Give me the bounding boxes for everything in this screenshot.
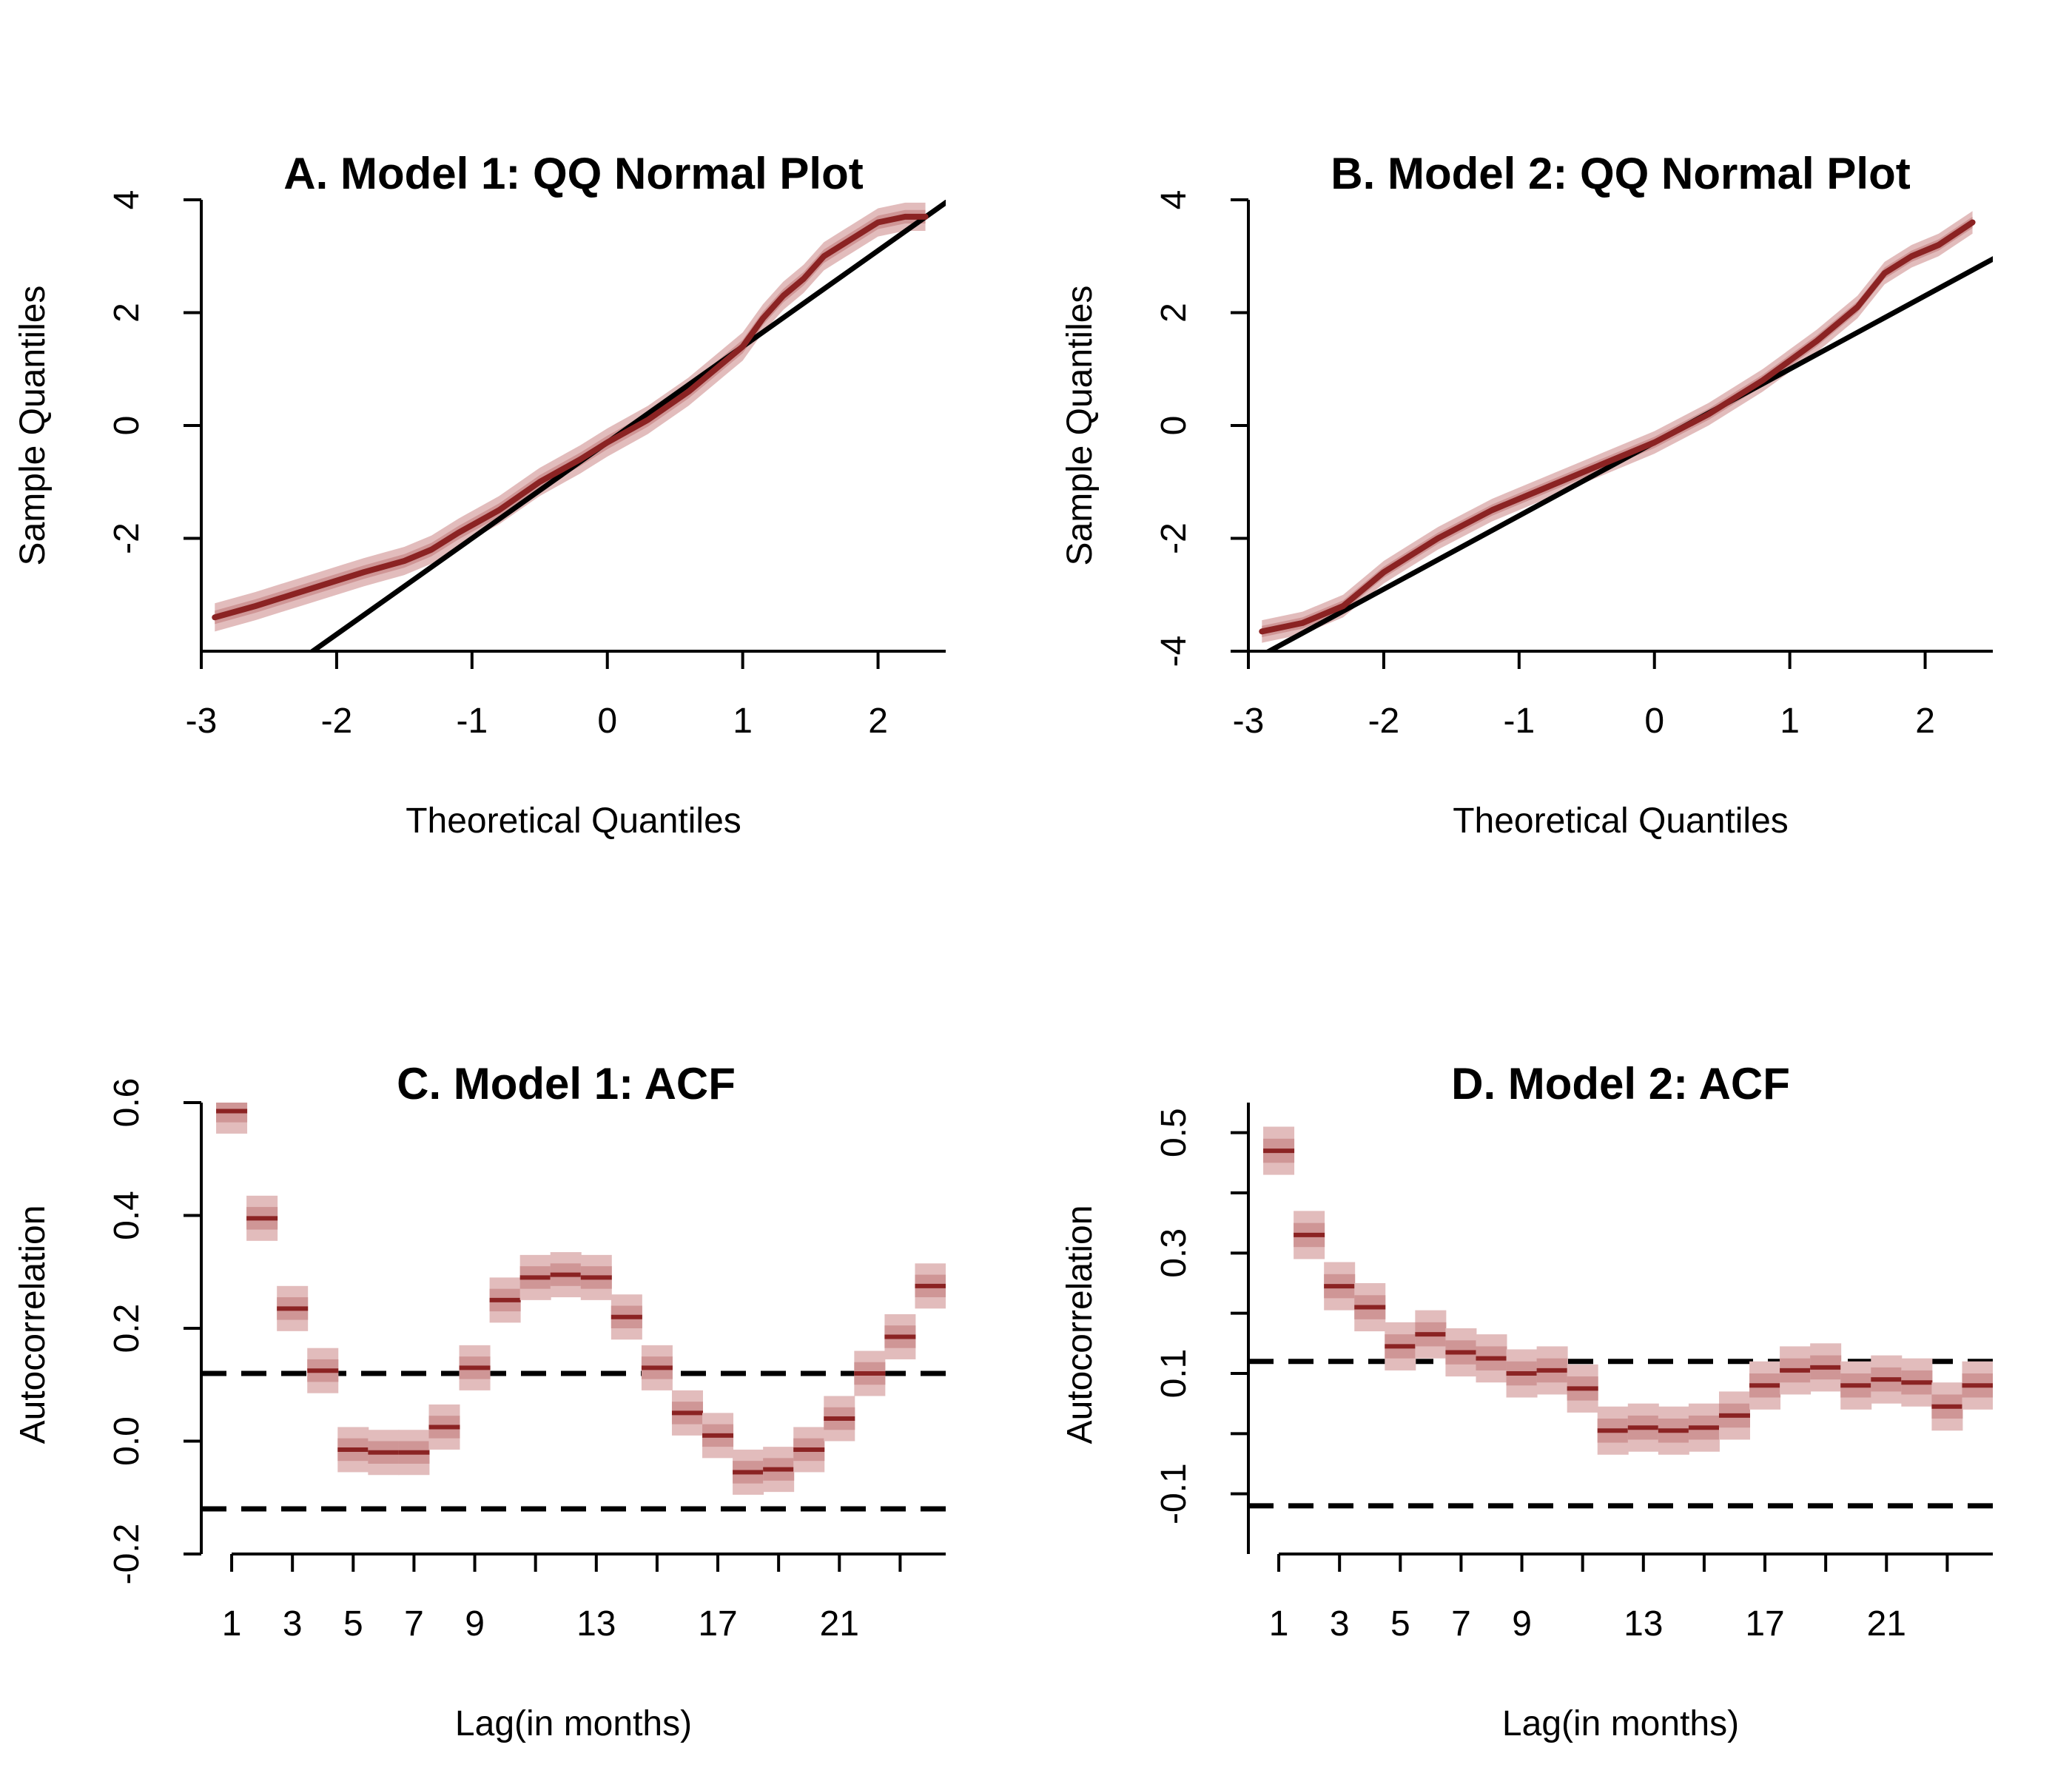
panel-a-title: A. Model 1: QQ Normal Plot <box>283 149 863 198</box>
panel-d-clipped-content <box>1248 1126 1993 1509</box>
panel-c-x-tick-label: 9 <box>465 1604 485 1644</box>
panel-c-y-tick-label: 0.6 <box>107 1078 147 1128</box>
panel-a-x-tick-label: 2 <box>868 702 888 741</box>
panel-d-xlabel: Lag(in months) <box>1502 1704 1739 1743</box>
panel-b-clipped-content <box>1259 211 1993 651</box>
panel-c-y-tick-label: 0.2 <box>107 1304 147 1353</box>
panel-c-clipped-content <box>201 1103 946 1512</box>
panel-b-y-tick-label: 0 <box>1154 416 1194 436</box>
panel-c-title: C. Model 1: ACF <box>397 1059 736 1109</box>
panel-d: D. Model 2: ACF Lag(in months) Autocorre… <box>1060 1059 1993 1743</box>
panel-b-title: B. Model 2: QQ Normal Plot <box>1331 149 1910 198</box>
panel-b: B. Model 2: QQ Normal Plot Theoretical Q… <box>1060 149 1993 841</box>
panel-c-x-tick-label: 1 <box>222 1604 242 1644</box>
panel-c-x-tick-label: 17 <box>698 1604 737 1644</box>
panel-b-reference-line <box>1263 256 1993 651</box>
panel-b-y-tick-label: -4 <box>1154 636 1194 667</box>
panel-a-plot-area: -3 -2 -1 0 1 2 -2 0 2 4 <box>107 190 946 741</box>
panel-d-x-tick-label: 1 <box>1269 1604 1289 1644</box>
panel-a-y-tick-label: -2 <box>107 522 147 554</box>
panel-d-x-tick-label: 17 <box>1745 1604 1784 1644</box>
panel-b-ylabel: Sample Quantiles <box>1060 286 1100 566</box>
panel-d-title: D. Model 2: ACF <box>1451 1059 1790 1109</box>
panel-a-x-tick-label: -1 <box>456 702 488 741</box>
panel-a-x-tick-label: -2 <box>321 702 353 741</box>
panel-a-y-tick-label: 0 <box>107 416 147 436</box>
panel-d-x-tick-label: 3 <box>1330 1604 1350 1644</box>
panel-c-ylabel: Autocorrelation <box>13 1205 53 1444</box>
panel-d-y-tick-label: 0.3 <box>1154 1228 1194 1278</box>
panel-c-x-tick-label: 3 <box>283 1604 303 1644</box>
panel-a-y-tick-label: 2 <box>107 303 147 323</box>
panel-c: C. Model 1: ACF Lag(in months) Autocorre… <box>13 1059 946 1743</box>
panel-c-plot-area: 1 3 5 7 9 13 17 21-0.20.00.20.40.6 <box>107 1078 946 1644</box>
panel-a-y-tick-label: 4 <box>107 190 147 210</box>
panel-b-band-inner <box>1262 216 1973 637</box>
panel-d-y-tick-label: 0.5 <box>1154 1108 1194 1157</box>
panel-d-x-tick-label: 9 <box>1512 1604 1532 1644</box>
panel-b-y-tick-label: 4 <box>1154 190 1194 210</box>
panel-c-y-tick-label: -0.2 <box>107 1524 147 1585</box>
panel-d-x-tick-label: 5 <box>1390 1604 1410 1644</box>
panel-d-y-tick-label: -0.1 <box>1154 1463 1194 1524</box>
panel-b-xlabel: Theoretical Quantiles <box>1453 801 1789 841</box>
panel-c-x-tick-label: 5 <box>343 1604 363 1644</box>
panel-a-band-outer <box>215 202 926 632</box>
panel-b-y-tick-label: -2 <box>1154 522 1194 554</box>
panel-d-x-tick-label: 13 <box>1624 1604 1663 1644</box>
panel-a-series-line <box>212 213 929 621</box>
panel-b-plot-area: -3 -2 -1 0 1 2 -4 -2 0 2 4 <box>1154 190 1993 741</box>
panel-a: A. Model 1: QQ Normal Plot Theoretical Q… <box>13 149 946 841</box>
panel-a-x-tick-label: 0 <box>597 702 617 741</box>
panel-d-plot-area: 1 3 5 7 9 13 17 21-0.10.10.30.5 <box>1154 1103 1993 1644</box>
panel-a-x-tick-label: 1 <box>733 702 753 741</box>
panel-c-x-tick-label: 7 <box>404 1604 424 1644</box>
panel-c-y-tick-label: 0.4 <box>107 1191 147 1240</box>
panel-d-y-tick-label: 0.1 <box>1154 1349 1194 1399</box>
panel-b-x-tick-label: -1 <box>1503 702 1535 741</box>
panel-a-clipped-content <box>212 200 946 651</box>
panel-c-x-tick-label: 21 <box>820 1604 859 1644</box>
panel-a-ylabel: Sample Quantiles <box>13 286 53 566</box>
panel-d-x-tick-label: 21 <box>1867 1604 1906 1644</box>
panel-c-y-tick-label: 0.0 <box>107 1416 147 1466</box>
panel-b-x-tick-label: 2 <box>1915 702 1935 741</box>
panel-a-xlabel: Theoretical Quantiles <box>406 801 741 841</box>
panel-b-x-tick-label: 1 <box>1780 702 1800 741</box>
panel-c-x-tick-label: 13 <box>576 1604 616 1644</box>
panel-b-series-line <box>1259 219 1976 635</box>
panel-b-x-tick-label: 0 <box>1644 702 1664 741</box>
panel-b-x-tick-label: -3 <box>1233 702 1265 741</box>
panel-b-y-tick-label: 2 <box>1154 303 1194 323</box>
panel-d-x-tick-label: 7 <box>1451 1604 1471 1644</box>
panel-d-ylabel: Autocorrelation <box>1060 1205 1100 1444</box>
panel-b-x-tick-label: -2 <box>1368 702 1400 741</box>
panel-c-xlabel: Lag(in months) <box>455 1704 692 1743</box>
panel-a-x-tick-label: -3 <box>186 702 218 741</box>
